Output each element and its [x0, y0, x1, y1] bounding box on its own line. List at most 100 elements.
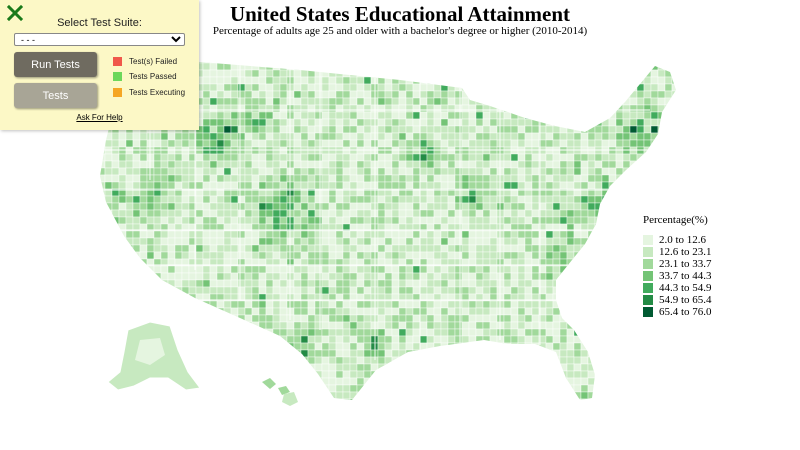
county-cell [580, 118, 589, 127]
county-cell [433, 272, 442, 281]
county-cell [594, 146, 603, 155]
county-cell [370, 118, 379, 127]
county-cell [251, 398, 260, 400]
county-cell [258, 146, 267, 155]
county-cell [559, 209, 568, 218]
county-cell [118, 279, 127, 288]
county-cell [104, 139, 113, 148]
county-cell [405, 342, 414, 351]
county-cell [209, 307, 218, 316]
county-cell [440, 398, 449, 400]
county-cell [426, 146, 435, 155]
county-cell [349, 342, 358, 351]
county-cell [447, 153, 456, 162]
county-cell [370, 384, 379, 393]
county-cell [664, 76, 673, 85]
county-cell [153, 391, 162, 400]
county-cell [100, 384, 106, 393]
county-cell [314, 181, 323, 190]
county-cell [454, 62, 463, 71]
county-cell [356, 307, 365, 316]
county-cell [223, 195, 232, 204]
county-cell [573, 293, 582, 302]
county-cell [293, 139, 302, 148]
county-cell [167, 167, 176, 176]
county-cell [524, 307, 533, 316]
county-cell [524, 90, 533, 99]
close-x-icon[interactable] [7, 5, 23, 21]
tests-button[interactable]: Tests [14, 83, 97, 108]
county-cell [202, 251, 211, 260]
county-cell [643, 328, 652, 337]
county-cell [580, 279, 589, 288]
county-cell [433, 90, 442, 99]
county-cell [587, 62, 596, 71]
county-cell [300, 321, 309, 330]
county-cell [496, 363, 505, 372]
county-cell [601, 97, 610, 106]
county-cell [636, 363, 645, 372]
county-cell [314, 139, 323, 148]
county-cell [426, 139, 435, 148]
county-cell [391, 349, 400, 358]
run-tests-button[interactable]: Run Tests [14, 52, 97, 77]
county-cell [566, 174, 575, 183]
county-cell [559, 237, 568, 246]
county-cell [580, 244, 589, 253]
test-suite-select[interactable]: - - - [14, 33, 185, 46]
county-cell [615, 132, 624, 141]
county-cell [566, 153, 575, 162]
county-cell [363, 160, 372, 169]
county-cell [328, 139, 337, 148]
county-cell [489, 160, 498, 169]
county-cell [482, 139, 491, 148]
county-cell [328, 244, 337, 253]
county-cell [153, 167, 162, 176]
county-cell [307, 97, 316, 106]
county-cell [223, 167, 232, 176]
county-cell [601, 216, 610, 225]
county-cell [559, 111, 568, 120]
county-cell [258, 370, 267, 379]
county-cell [188, 356, 197, 365]
county-cell [468, 342, 477, 351]
county-cell [412, 314, 421, 323]
county-cell [384, 216, 393, 225]
county-cell [167, 398, 176, 400]
county-cell [391, 174, 400, 183]
county-cell [433, 202, 442, 211]
county-cell [524, 104, 533, 113]
county-cell [160, 398, 169, 400]
county-cell [552, 335, 561, 344]
county-cell [454, 76, 463, 85]
county-cell [517, 356, 526, 365]
county-cell [146, 216, 155, 225]
county-cell [237, 132, 246, 141]
county-cell [433, 349, 442, 358]
county-cell [426, 58, 435, 64]
county-cell [461, 139, 470, 148]
county-cell [679, 350, 686, 357]
county-cell [202, 167, 211, 176]
county-cell [594, 363, 603, 372]
county-cell [279, 370, 288, 379]
ask-for-help-link[interactable]: Ask For Help [76, 113, 123, 122]
county-cell [328, 335, 337, 344]
county-cell [538, 398, 547, 400]
county-cell [545, 300, 554, 309]
county-cell [601, 293, 610, 302]
county-cell [111, 300, 120, 309]
county-cell [566, 209, 575, 218]
county-cell [636, 58, 645, 64]
county-cell [461, 132, 470, 141]
county-cell [601, 314, 610, 323]
county-cell [622, 321, 631, 330]
county-cell [622, 279, 631, 288]
county-cell [461, 363, 470, 372]
county-cell [272, 335, 281, 344]
county-cell [328, 363, 337, 372]
county-cell [125, 300, 134, 309]
county-cell [643, 69, 652, 78]
county-cell [461, 97, 470, 106]
county-cell [433, 209, 442, 218]
